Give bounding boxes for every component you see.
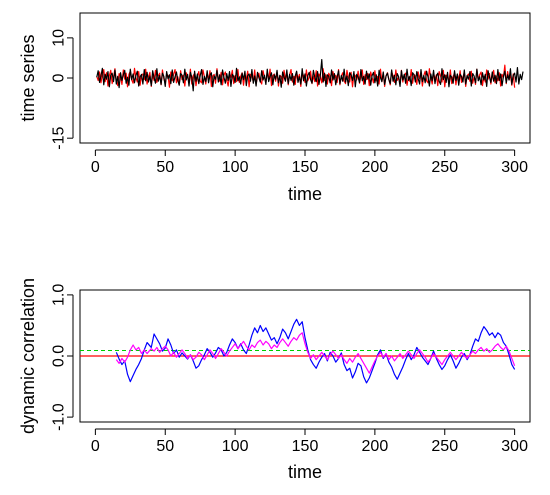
ts-x-axis-title: time [288, 184, 322, 204]
ts-series-line-1 [96, 58, 524, 92]
dc-x-tick-label: 50 [156, 438, 174, 455]
ts-y-tick-label: -15 [51, 127, 68, 150]
time-series-panel: 0 50 100 150 200 250 300 -15 0 10 time time series [18, 12, 531, 204]
dc-x-tick-label: 150 [292, 438, 319, 455]
ts-plot-frame [79, 12, 531, 144]
ts-y-tick-label: 10 [51, 29, 68, 47]
dc-series-line-1 [115, 332, 516, 374]
ts-x-tick-label: 0 [91, 159, 100, 176]
dc-x-tick-label: 300 [501, 438, 528, 455]
dc-y-axis-title: dynamic correlation [18, 278, 38, 434]
dynamic-correlation-panel: 0 50 100 150 200 250 300 -1.0 0.0 1.0 time dynamic … [18, 278, 531, 482]
ts-x-tick-label: 200 [362, 159, 389, 176]
dc-series-line-0 [115, 318, 516, 384]
ts-y-tick-label: 0 [51, 73, 68, 82]
dc-y-tick-label: 0.0 [51, 345, 68, 367]
dc-y-tick-label: -1.0 [51, 403, 68, 431]
dc-y-tick-label: 1.0 [51, 284, 68, 306]
dc-x-tick-label: 200 [362, 438, 389, 455]
ts-x-tick-label: 300 [501, 159, 528, 176]
ts-x-tick-label: 100 [222, 159, 249, 176]
dc-x-tick-label: 100 [222, 438, 249, 455]
dc-x-axis-title: time [288, 462, 322, 482]
ts-y-axis-title: time series [18, 34, 38, 121]
ts-x-tick-label: 150 [292, 159, 319, 176]
ts-x-tick-label: 250 [431, 159, 458, 176]
dc-x-tick-label: 0 [91, 438, 100, 455]
dc-x-tick-label: 250 [431, 438, 458, 455]
ts-x-tick-label: 50 [156, 159, 174, 176]
